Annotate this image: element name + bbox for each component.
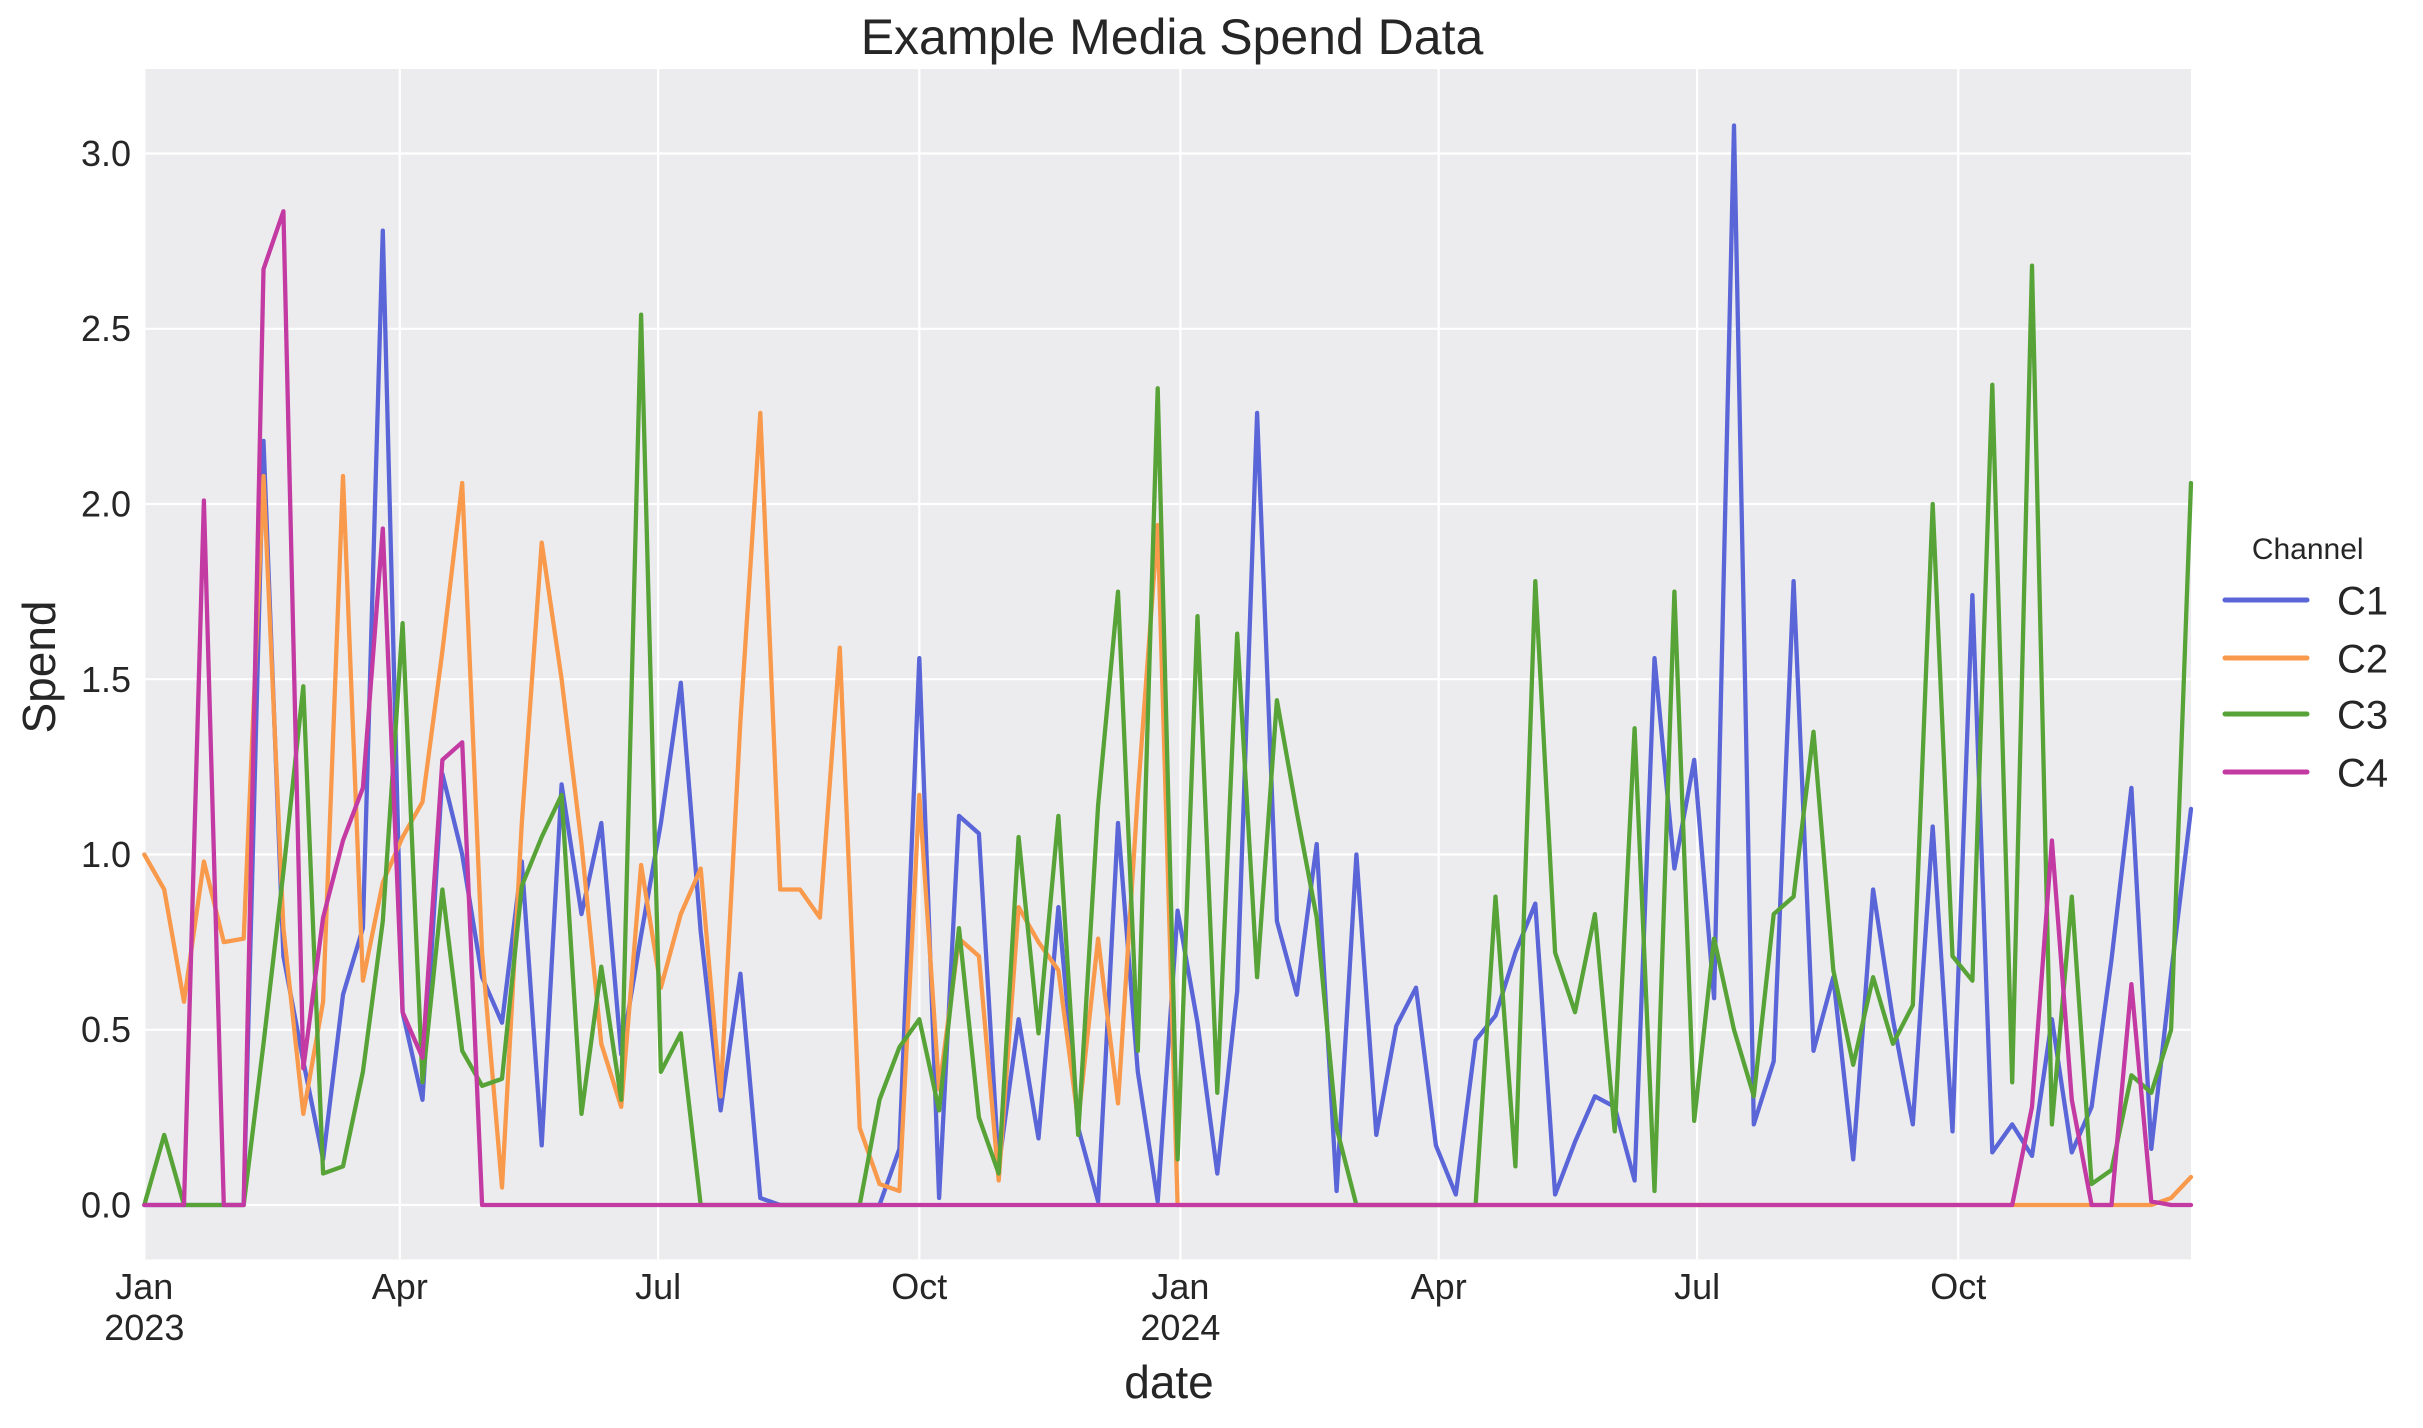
svg-text:2.0: 2.0 bbox=[81, 484, 131, 525]
svg-text:Oct: Oct bbox=[1930, 1266, 1986, 1307]
svg-text:2.5: 2.5 bbox=[81, 308, 131, 349]
svg-text:0.0: 0.0 bbox=[81, 1185, 131, 1226]
svg-text:date: date bbox=[1124, 1356, 1214, 1408]
svg-text:1.5: 1.5 bbox=[81, 659, 131, 700]
svg-text:Spend: Spend bbox=[13, 600, 65, 733]
svg-text:Jul: Jul bbox=[1674, 1266, 1720, 1307]
svg-text:C1: C1 bbox=[2337, 580, 2388, 624]
svg-text:Jul: Jul bbox=[635, 1266, 681, 1307]
svg-text:3.0: 3.0 bbox=[81, 133, 131, 174]
svg-text:1.0: 1.0 bbox=[81, 834, 131, 875]
svg-text:Apr: Apr bbox=[1411, 1266, 1467, 1307]
svg-text:Jan: Jan bbox=[1151, 1266, 1209, 1307]
svg-text:Jan: Jan bbox=[115, 1266, 173, 1307]
svg-text:C2: C2 bbox=[2337, 638, 2388, 682]
svg-text:Apr: Apr bbox=[372, 1266, 428, 1307]
svg-text:2024: 2024 bbox=[1140, 1307, 1220, 1348]
svg-text:Channel: Channel bbox=[2252, 533, 2364, 566]
svg-text:Example Media Spend Data: Example Media Spend Data bbox=[861, 9, 1484, 65]
svg-text:0.5: 0.5 bbox=[81, 1009, 131, 1050]
svg-text:Oct: Oct bbox=[891, 1266, 947, 1307]
svg-text:C3: C3 bbox=[2337, 694, 2388, 738]
svg-text:C4: C4 bbox=[2337, 752, 2388, 796]
svg-text:2023: 2023 bbox=[104, 1307, 184, 1348]
